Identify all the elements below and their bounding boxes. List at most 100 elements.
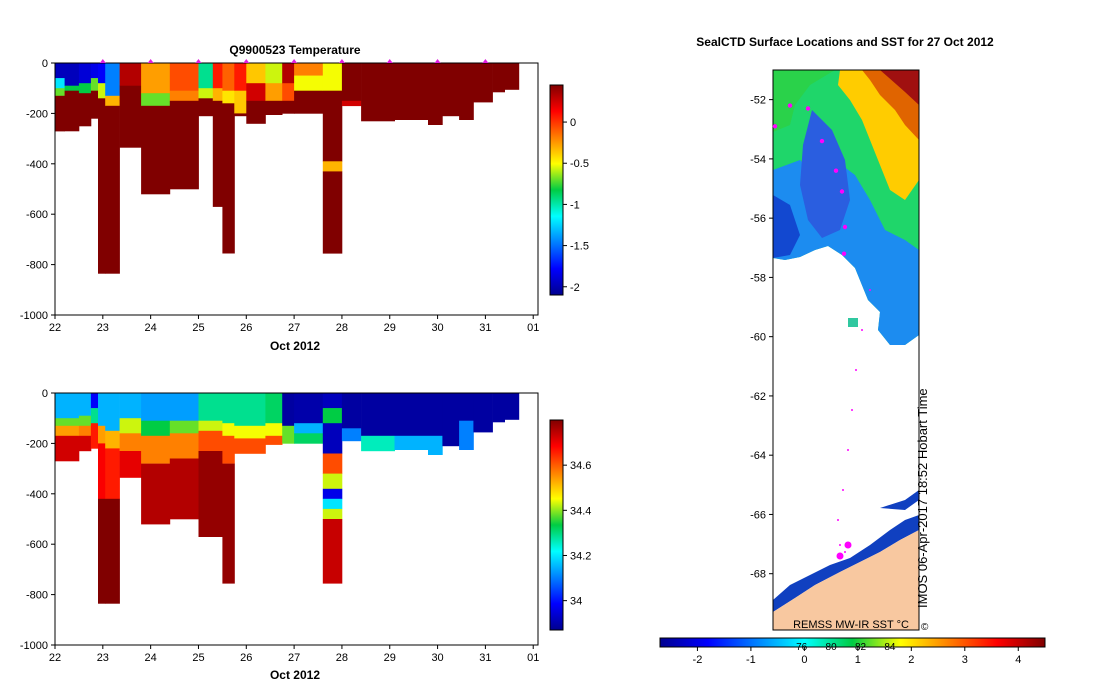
seal-track-point [842,489,844,491]
salinity-cells [55,393,520,604]
sal-profile-17-band-0 [394,393,429,437]
temp-profile-6-band-2 [119,100,142,148]
map-ytick-label: -68 [750,569,766,581]
sal-profile-0-band-3 [55,435,80,462]
temp-profile-12-band-1 [234,90,247,114]
temp-colorbar-tick-label: -0.5 [570,158,589,170]
temp-profile-24-band-0 [473,63,493,103]
temp-profile-10-band-2 [212,100,223,207]
temp-profile-19-band-0 [361,63,395,122]
sal-profile-8-band-2 [198,430,223,452]
sal-profile-15-band-1 [341,428,362,442]
temp-profile-12-band-2 [234,113,247,117]
sst-coastal-strip [773,515,919,612]
sal-profile-9-band-3 [222,463,235,584]
temp-profile-6-band-1 [119,85,142,102]
temp-profile-3-band-2 [90,90,99,119]
temp-colorbar-tick-label: -1.5 [570,241,589,253]
sal-ytick-label: -400 [26,489,48,501]
temp-colorbar-tick-label: -2 [570,282,580,294]
temp-profile-2-band-1 [78,83,92,94]
temperature-title: Q9900523 Temperature [229,43,361,57]
sal-profile-2-band-2 [90,423,99,449]
profile-marker [195,59,202,63]
sal-profile-14-band-7 [322,508,343,520]
seal-cluster [836,552,844,560]
sal-profile-11-band-2 [265,435,283,445]
temp-profile-25-band-0 [492,63,505,93]
sal-profile-14-band-3 [322,453,343,474]
sal-xtick-label: 29 [384,652,396,664]
temperature-colorbar [549,84,564,296]
temp-ytick-label: -800 [26,260,48,272]
sal-profile-4-band-2 [105,448,120,500]
temp-profile-17-band-2 [322,161,343,172]
sal-profile-23-band-0 [504,393,520,420]
sal-profile-12-band-0 [282,393,295,427]
sal-profile-14-band-6 [322,498,343,510]
temp-profile-9-band-2 [198,98,214,117]
sal-profile-14-band-0 [322,393,343,409]
temp-profile-14-band-0 [265,63,283,84]
sst-colorbar-secondary-label: 84 [884,642,896,653]
map-ytick-label: -66 [750,509,766,521]
salinity-panel: 0 -200 -400 -600 -800 -1000 22 23 24 25 26 27 28 29 3… [20,388,592,682]
seal-track-point [851,409,853,411]
sal-profile-10-band-2 [234,438,266,454]
temperature-x-ticks: 22 23 24 25 26 27 28 29 30 31 01 [49,315,539,334]
imos-timestamp-label: IMOS 06-Apr-2017 18:52 Hobart Time [915,388,930,608]
sst-colorbar-tick-label: 0 [801,654,807,666]
temp-profile-13-band-0 [246,63,266,84]
seal-surface-location [833,168,839,173]
map-title: SealCTD Surface Locations and SST for 27… [696,35,994,49]
temp-profile-0-band-1 [55,78,65,89]
temperature-cells [55,63,520,274]
temp-profile-26-band-0 [504,63,520,90]
sal-profile-11-band-0 [265,393,283,424]
sal-xtick-label: 24 [145,652,157,664]
sal-profile-5-band-1 [119,418,142,434]
temp-profile-20-band-0 [394,63,429,120]
temp-xtick-label: 01 [527,322,539,334]
sal-profile-1-band-1 [78,415,92,427]
temp-profile-17-band-3 [322,171,343,254]
seal-track-point [869,289,871,291]
sal-profile-12-band-1 [282,425,295,444]
map-ytick-label: -52 [750,95,766,107]
temp-profile-1-band-2 [64,90,80,132]
temp-profile-9-band-0 [198,63,214,89]
profile-markers [99,59,489,63]
map-ytick-label: -60 [750,332,766,344]
temp-profile-15-band-2 [282,100,295,114]
temp-profile-7-band-2 [141,105,171,195]
sst-patch [848,318,858,327]
antarctic-land [773,530,919,630]
seal-surface-location [805,106,811,111]
sst-cold-west [773,195,800,258]
temp-profile-1-band-0 [64,63,80,86]
temp-profile-12-band-0 [234,63,247,91]
sal-profile-3-band-1 [98,425,106,444]
temp-profile-7-band-1 [141,93,171,107]
sal-profile-0-band-1 [55,418,80,427]
map-latitude-ticks: -52 -54 -56 -58 -60 -62 -64 -66 -68 [750,95,773,581]
sal-profile-5-band-0 [119,393,142,419]
temp-profile-5-band-1 [105,95,120,107]
sst-colorbar-tick-label: -1 [746,654,756,666]
temp-profile-4-band-1 [98,83,106,99]
temperature-x-label: Oct 2012 [270,339,320,353]
sal-profile-2-band-1 [90,408,99,424]
salinity-colorbar [549,419,564,631]
sst-colorbar-tick-label: 3 [962,654,968,666]
sst-ice-edge [880,490,919,510]
sal-profile-14-band-1 [322,408,343,424]
sal-profile-0-band-2 [55,425,80,437]
sal-profile-17-band-1 [394,435,429,450]
temp-colorbar-tick-label: -1 [570,199,580,211]
temp-profile-18-band-0 [341,63,362,102]
sal-profile-6-band-3 [141,463,171,525]
profile-marker [434,59,441,63]
temp-profile-17-band-1 [322,90,343,162]
sal-profile-5-band-2 [119,433,142,452]
